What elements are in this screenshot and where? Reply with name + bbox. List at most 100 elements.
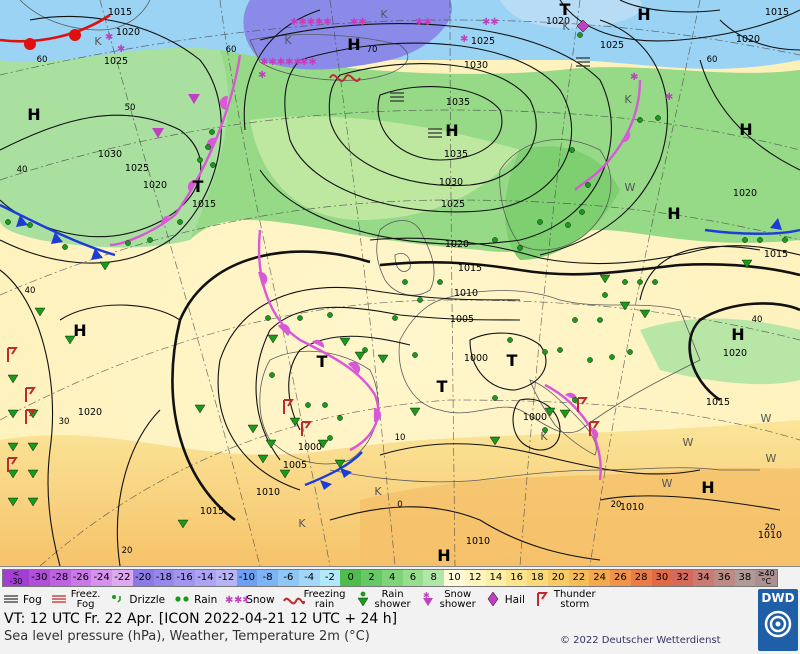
warm-front	[574, 79, 642, 191]
isobar-label: 1030	[439, 177, 463, 188]
thunderstorm-icon	[589, 421, 600, 436]
snow-icon: ✱✱✱	[290, 17, 315, 28]
temperature-scale: < -30 -30 -28 -26 -24 -22 -20 -18 -16 -14 -12 -10 -8…	[2, 569, 778, 587]
scale-above-label: ≥40 °C	[755, 570, 778, 586]
high-pressure-label: H	[73, 321, 86, 340]
svg-text:K: K	[380, 8, 388, 21]
svg-text:20: 20	[765, 523, 776, 533]
drizzle-icon	[108, 592, 126, 609]
scale-cell: -26	[70, 570, 92, 586]
copyright-label: © 2022 Deutscher Wetterdienst	[560, 635, 721, 646]
scale-cell: -20	[132, 570, 154, 586]
legend-item: Freezing rain	[282, 590, 346, 610]
scale-cell: 2	[361, 570, 382, 586]
svg-text:W: W	[625, 181, 636, 194]
legend-item-label: Rain shower	[374, 589, 411, 610]
hail-icon	[484, 591, 502, 610]
high-pressure-label: H	[445, 121, 458, 140]
pressure-labels: 1015 1020 1025 1030 1025 1020 1015 1020 …	[78, 7, 789, 547]
isobar-label: 1015	[108, 7, 132, 18]
high-pressure-label: H	[667, 204, 680, 223]
snow-icon: ✱✱	[350, 17, 367, 28]
k-w-marks: K K K K K K K K W W W W W	[94, 8, 776, 530]
svg-text:40: 40	[17, 165, 28, 175]
scale-cell: 18	[527, 570, 548, 586]
isobars	[0, 0, 800, 566]
snow-icon: ✱	[105, 32, 113, 43]
scale-cell: 38	[734, 570, 756, 586]
scale-cell: 32	[672, 570, 693, 586]
thunderstorm-icon	[7, 347, 18, 362]
svg-text:40: 40	[752, 315, 763, 325]
isobar	[719, 19, 800, 51]
rain-icon	[265, 297, 423, 441]
scale-cell: -10	[236, 570, 258, 586]
svg-text:60: 60	[707, 55, 718, 65]
snow-icon: ✱	[117, 44, 125, 55]
isobar-label: 1035	[444, 149, 468, 160]
occluded-front	[0, 13, 111, 43]
snow-icon: ✱✱	[482, 17, 499, 28]
snow-icon: ✱✱	[300, 57, 317, 68]
snow-symbols: ✱✱✱ ✱✱ ✱✱ ✱✱ ✱✱✱✱✱ ✱✱ ✱ ✱✱ ✱ ✱ ✱ ✱ ✱	[105, 17, 673, 138]
svg-text:50: 50	[125, 103, 136, 113]
high-pressure-label: H	[637, 5, 650, 24]
isobar-label: 1025	[104, 56, 128, 67]
svg-text:✱✱: ✱✱	[234, 595, 247, 606]
isobar	[59, 304, 181, 321]
low-pressure-label: T	[193, 177, 204, 196]
isobar	[688, 302, 800, 402]
svg-text:W: W	[766, 452, 777, 465]
temperature-zone-hot	[360, 467, 800, 566]
svg-text:K: K	[374, 485, 382, 498]
isobar	[255, 306, 521, 461]
legend-item-label: Snow shower	[439, 589, 476, 610]
scale-cell: -24	[91, 570, 112, 586]
isobar-label: 1010	[758, 530, 782, 541]
isobar-label: 1010	[454, 288, 478, 299]
snow-icon: ✱✱	[415, 17, 432, 28]
swirl-icon	[764, 610, 792, 638]
scale-cell: -2	[319, 570, 341, 586]
isobar-label: 1020	[78, 407, 102, 418]
isobar-label: 1025	[441, 199, 465, 210]
freezing-rain-icon	[282, 593, 305, 608]
legend-item: Freez. Fog	[50, 590, 100, 610]
fog-icon	[2, 593, 20, 608]
isobar	[379, 443, 701, 475]
scale-cell: -14	[195, 570, 216, 586]
scale-cell: 6	[402, 570, 424, 586]
isobar	[243, 9, 668, 256]
snow-shower-icon	[188, 94, 200, 104]
isobar-label: 1005	[283, 460, 307, 471]
scale-cell: -4	[298, 570, 320, 586]
low-pressure-label: T	[560, 0, 571, 19]
isobar-label: 1000	[523, 412, 547, 423]
hail-icon	[576, 19, 590, 33]
scale-cell: -8	[257, 570, 278, 586]
rain-icon	[492, 279, 658, 433]
isobar	[469, 332, 547, 391]
thunderstorm-icon	[283, 399, 294, 414]
low-pressure-label: T	[437, 377, 448, 396]
isobar-label: 1030	[464, 60, 488, 71]
graticule	[0, 0, 800, 566]
low-pressure-label: T	[317, 352, 328, 371]
isobar-label: 1020	[143, 180, 167, 191]
isobar-label: 1025	[600, 40, 624, 51]
warm-front	[109, 54, 242, 247]
svg-text:K: K	[624, 93, 632, 106]
isobar-label: 1010	[256, 487, 280, 498]
isobar	[0, 15, 222, 264]
legend-item-label: Drizzle	[129, 594, 166, 606]
isobar-label: 1015	[192, 199, 216, 210]
isobar-label: 1020	[546, 16, 570, 27]
isobar-label: 1020	[445, 239, 469, 250]
svg-text:W: W	[662, 477, 673, 490]
isobar-label: 1030	[98, 149, 122, 160]
weather-map: ✱✱✱ ✱✱ ✱✱ ✱✱ ✱✱✱✱✱ ✱✱ ✱ ✱✱ ✱ ✱ ✱ ✱ ✱	[0, 0, 800, 566]
fog-icon	[390, 92, 404, 102]
snow-icon: ✱✱✱	[225, 592, 251, 609]
scale-cell: 0	[340, 570, 361, 586]
legend-item: Hail	[484, 591, 525, 610]
